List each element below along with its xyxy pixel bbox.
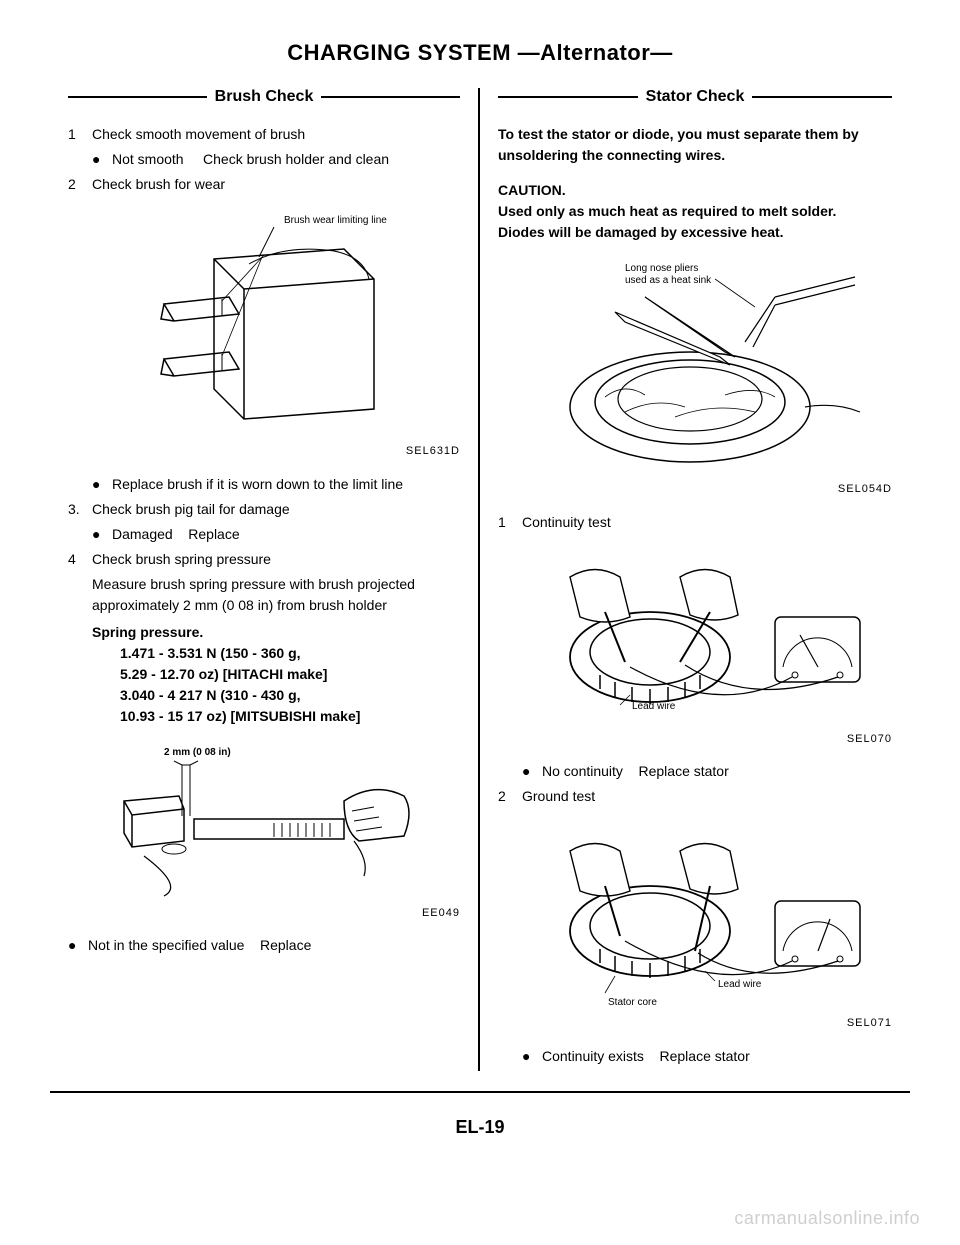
bullet-icon: ●: [68, 935, 88, 956]
item-number: 4: [68, 549, 92, 570]
rule-line: [498, 96, 638, 98]
list-item: 4 Check brush spring pressure: [68, 549, 460, 570]
continuity-diagram: Lead wire: [520, 547, 870, 727]
stator-check-title: Stator Check: [646, 88, 745, 106]
rule-line: [752, 96, 892, 98]
item-text: Ground test: [522, 786, 892, 807]
brush-wear-diagram: Brush wear limiting line: [114, 209, 414, 439]
spec-title: Spring pressure.: [92, 622, 460, 643]
item-number: 2: [68, 174, 92, 195]
bullet-icon: ●: [92, 474, 112, 495]
bullet-icon: ●: [92, 524, 112, 545]
left-body: 1 Check smooth movement of brush ● Not s…: [68, 124, 460, 956]
bullet-item: ● Replace brush if it is worn down to th…: [92, 474, 460, 495]
fig-label: Lead wire: [718, 979, 762, 990]
bullet-text: No continuity Replace stator: [542, 761, 892, 782]
item-number: 3.: [68, 499, 92, 520]
brush-check-title: Brush Check: [215, 88, 314, 106]
item-text: Continuity test: [522, 512, 892, 533]
figure-code: SEL070: [498, 731, 892, 748]
item-number: 1: [498, 512, 522, 533]
bullet-icon: ●: [92, 149, 112, 170]
ground-test-diagram: Lead wire Stator core: [520, 821, 870, 1011]
bullet-item: ● Continuity exists Replace stator: [522, 1046, 892, 1067]
right-column: Stator Check To test the stator or diode…: [480, 88, 910, 1071]
fig-label: Brush wear limiting line: [284, 215, 387, 226]
bullet-item: ● Not in the specified value Replace: [68, 935, 460, 956]
bullet-icon: ●: [522, 1046, 542, 1067]
spec-line: 3.040 - 4 217 N (310 - 430 g,: [120, 685, 460, 706]
intro-text: To test the stator or diode, you must se…: [498, 124, 892, 166]
bullet-icon: ●: [522, 761, 542, 782]
paragraph: Measure brush spring pressure with brush…: [92, 574, 460, 616]
fig-label: 2 mm (0 08 in): [164, 747, 231, 758]
item-number: 2: [498, 786, 522, 807]
spec-block: Spring pressure. 1.471 - 3.531 N (150 - …: [92, 622, 460, 727]
figure-code: SEL071: [498, 1015, 892, 1032]
spec-line: 5.29 - 12.70 oz) [HITACHI make]: [120, 664, 460, 685]
caution-title: CAUTION.: [498, 180, 892, 201]
item-number: 1: [68, 124, 92, 145]
bullet-text: Continuity exists Replace stator: [542, 1046, 892, 1067]
figure-brush-wear: Brush wear limiting line: [68, 209, 460, 460]
fig-label: Stator core: [608, 997, 657, 1008]
stator-check-heading: Stator Check: [498, 88, 892, 106]
figure-code: SEL631D: [68, 443, 460, 460]
figure-heat-sink: Long nose pliers used as a heat sink: [498, 257, 892, 498]
heat-sink-diagram: Long nose pliers used as a heat sink: [525, 257, 865, 477]
page-number: EL-19: [50, 1117, 910, 1138]
bullet-text: Not in the specified value Replace: [88, 935, 460, 956]
caution-line: Diodes will be damaged by excessive heat…: [498, 222, 892, 243]
item-text: Check brush for wear: [92, 174, 460, 195]
fig-label: Long nose pliers: [625, 263, 698, 274]
bullet-text: Replace brush if it is worn down to the …: [112, 474, 460, 495]
spring-pressure-diagram: 2 mm (0 08 in): [104, 741, 424, 901]
item-text: Check smooth movement of brush: [92, 124, 460, 145]
rule-line: [68, 96, 207, 98]
figure-code: EE049: [68, 905, 460, 922]
figure-code: SEL054D: [498, 481, 892, 498]
brush-check-heading: Brush Check: [68, 88, 460, 106]
watermark: carmanualsonline.info: [734, 1208, 920, 1229]
item-text: Check brush spring pressure: [92, 549, 460, 570]
page-title: CHARGING SYSTEM —Alternator—: [50, 40, 910, 66]
list-item: 2 Check brush for wear: [68, 174, 460, 195]
figure-continuity-test: Lead wire SEL070: [498, 547, 892, 748]
bullet-item: ● Not smooth Check brush holder and clea…: [92, 149, 460, 170]
bullet-item: ● No continuity Replace stator: [522, 761, 892, 782]
list-item: 2 Ground test: [498, 786, 892, 807]
fig-label: Lead wire: [632, 701, 676, 712]
rule-line: [321, 96, 460, 98]
item-text: Check brush pig tail for damage: [92, 499, 460, 520]
list-item: 3. Check brush pig tail for damage: [68, 499, 460, 520]
left-column: Brush Check 1 Check smooth movement of b…: [50, 88, 480, 1071]
list-item: 1 Continuity test: [498, 512, 892, 533]
columns-container: Brush Check 1 Check smooth movement of b…: [50, 88, 910, 1093]
list-item: 1 Check smooth movement of brush: [68, 124, 460, 145]
right-body: To test the stator or diode, you must se…: [498, 124, 892, 1067]
caution-line: Used only as much heat as required to me…: [498, 201, 892, 222]
figure-spring-pressure: 2 mm (0 08 in): [68, 741, 460, 922]
figure-ground-test: Lead wire Stator core SEL071: [498, 821, 892, 1032]
spec-line: 1.471 - 3.531 N (150 - 360 g,: [120, 643, 460, 664]
fig-label: used as a heat sink: [625, 275, 712, 286]
bullet-text: Not smooth Check brush holder and clean: [112, 149, 460, 170]
bullet-text: Damaged Replace: [112, 524, 460, 545]
bullet-item: ● Damaged Replace: [92, 524, 460, 545]
spec-line: 10.93 - 15 17 oz) [MITSUBISHI make]: [120, 706, 460, 727]
